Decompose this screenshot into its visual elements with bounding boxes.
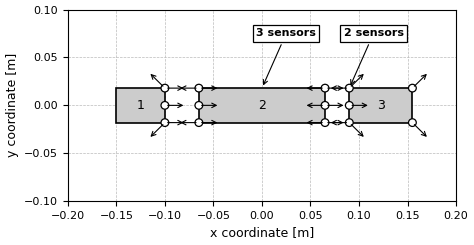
Circle shape [161,119,169,126]
Text: 3 sensors: 3 sensors [256,28,316,85]
Circle shape [195,84,203,92]
Circle shape [346,101,353,109]
Circle shape [195,101,203,109]
Circle shape [161,84,169,92]
Circle shape [321,101,329,109]
Circle shape [321,119,329,126]
Text: 1: 1 [137,99,145,112]
Circle shape [409,84,416,92]
Circle shape [346,119,353,126]
X-axis label: x coordinate [m]: x coordinate [m] [210,226,314,239]
Text: 2: 2 [258,99,266,112]
Circle shape [195,119,203,126]
Bar [199,88,325,122]
Bar [349,88,412,122]
Circle shape [346,84,353,92]
Text: 2 sensors: 2 sensors [344,28,403,85]
Circle shape [161,101,169,109]
Y-axis label: y coordinate [m]: y coordinate [m] [6,53,18,158]
Circle shape [321,84,329,92]
Circle shape [409,119,416,126]
Text: 3: 3 [377,99,385,112]
Bar [116,88,165,122]
